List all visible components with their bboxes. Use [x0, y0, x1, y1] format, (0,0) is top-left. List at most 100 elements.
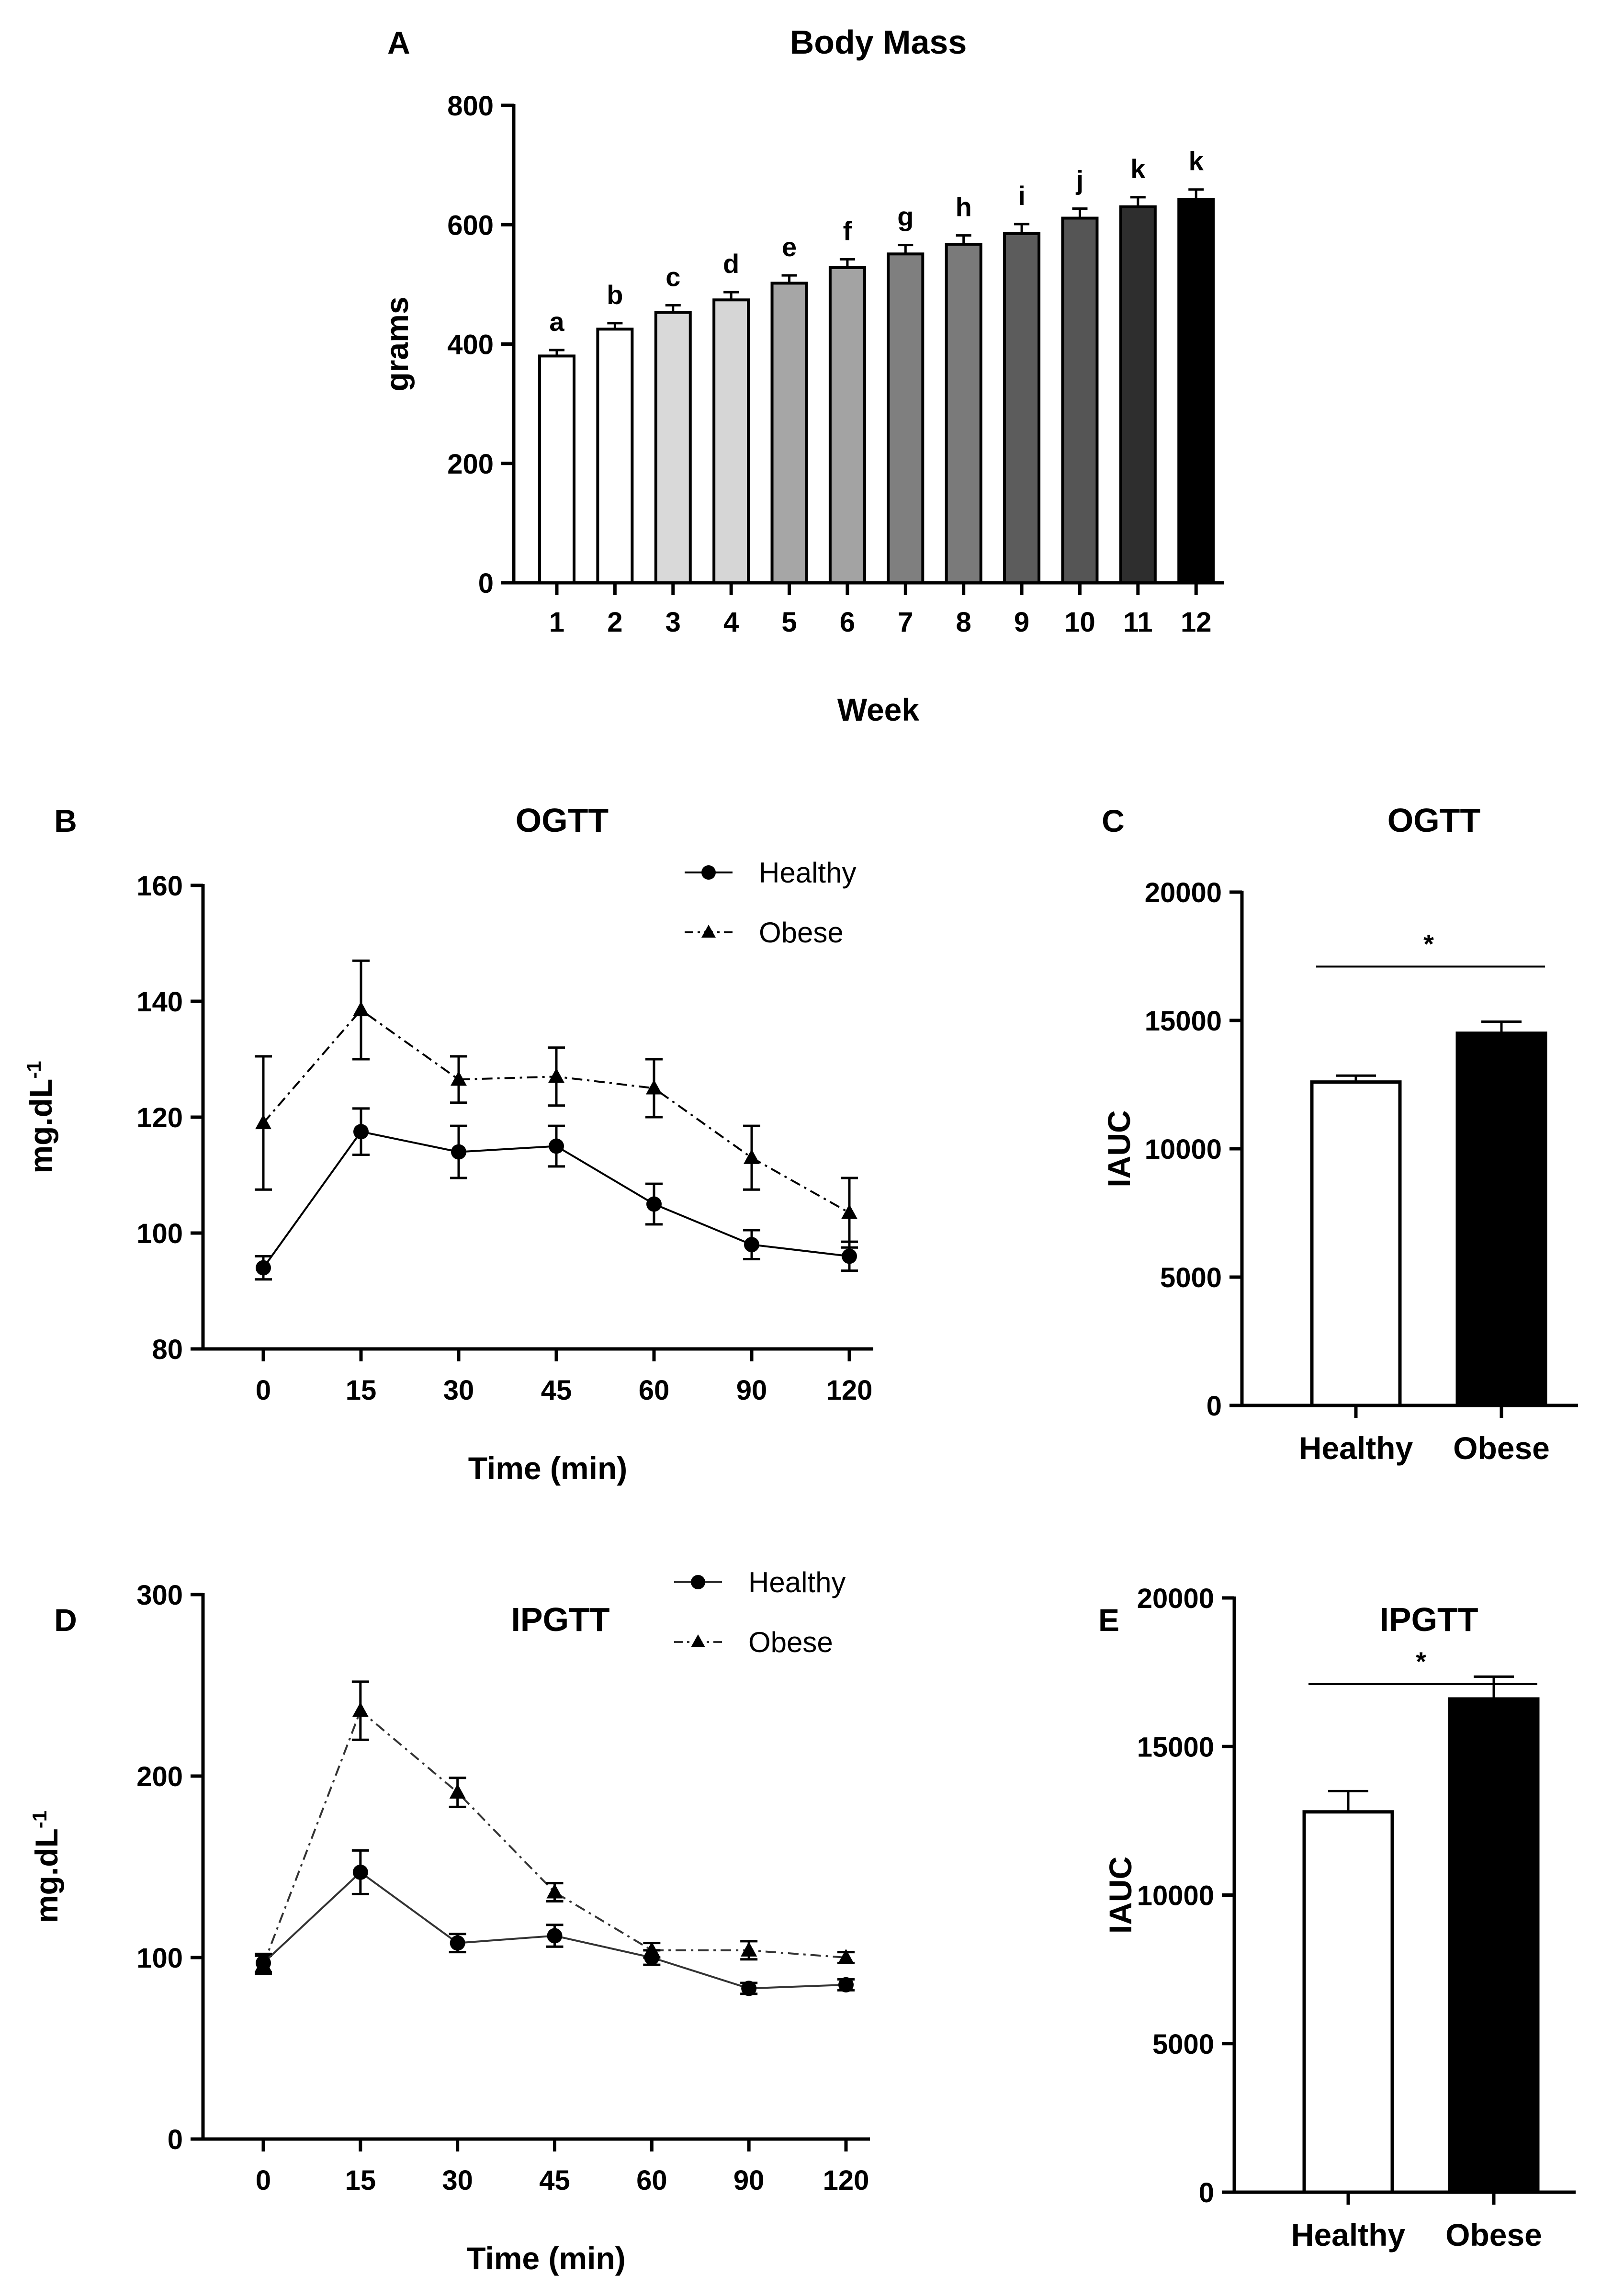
- x-tick-label: 120: [823, 2165, 869, 2196]
- significance-star: *: [1416, 1646, 1426, 1676]
- y-tick-label: 120: [136, 1102, 183, 1133]
- chart-title: IPGTT: [511, 1601, 609, 1638]
- bar: [945, 243, 982, 585]
- y-tick-label: 100: [136, 1943, 183, 1974]
- bar: [1061, 216, 1099, 584]
- panel-letter: C: [1102, 803, 1125, 838]
- bar-obese: [1448, 1697, 1540, 2194]
- data-point-healthy: [547, 1928, 563, 1944]
- y-tick-label: 0: [1207, 1391, 1222, 1422]
- data-point-obese: [841, 1204, 857, 1219]
- bar: [1177, 198, 1215, 585]
- significance-letter: i: [1018, 181, 1026, 211]
- chart-title: IPGTT: [1379, 1601, 1478, 1638]
- x-tick-label: 45: [541, 1375, 572, 1406]
- data-point-obese: [646, 1079, 662, 1095]
- significance-letter: c: [665, 261, 680, 292]
- data-point-healthy: [451, 1144, 466, 1160]
- legend-label-obese: Obese: [759, 917, 844, 949]
- y-tick-label: 200: [136, 1761, 183, 1792]
- y-axis-label: IAUC: [1103, 1857, 1138, 1934]
- y-tick-label: 0: [478, 568, 494, 599]
- data-point-obese: [546, 1883, 563, 1899]
- y-tick-label: 5000: [1160, 1262, 1222, 1293]
- y-tick-label: 20000: [1145, 877, 1222, 908]
- x-tick-label: 0: [256, 1375, 271, 1406]
- bar: [887, 252, 925, 584]
- significance-letter: d: [723, 249, 739, 279]
- chart-title: Body Mass: [790, 23, 967, 61]
- data-point-healthy: [744, 1237, 759, 1253]
- chart-title: OGTT: [516, 802, 609, 839]
- y-axis-label: mg.dL-1: [23, 1061, 59, 1173]
- x-tick-label: 4: [723, 607, 739, 638]
- data-point-obese: [741, 1941, 757, 1957]
- x-tick-label: Obese: [1453, 1430, 1550, 1466]
- y-tick-label: 800: [447, 91, 494, 122]
- bar: [828, 266, 866, 584]
- significance-star: *: [1423, 928, 1434, 959]
- panel-d-ipgtt-line-chart: D IPGTT 0 100 200 300 0 15 30 45 60 90 120 Time (min)…: [28, 1566, 870, 2276]
- x-tick-label: 3: [665, 607, 681, 638]
- bar: [596, 328, 634, 584]
- y-tick-label: 5000: [1152, 2029, 1214, 2060]
- x-tick-label: 60: [636, 2165, 667, 2196]
- y-tick-label: 400: [447, 329, 494, 361]
- x-tick-label: 90: [736, 1375, 767, 1406]
- data-point-healthy: [256, 1955, 271, 1971]
- data-point-healthy: [353, 1124, 369, 1140]
- x-tick-label: Obese: [1445, 2217, 1542, 2253]
- x-tick-label: 90: [733, 2165, 765, 2196]
- x-tick-label: 6: [840, 607, 855, 638]
- bar: [654, 311, 692, 584]
- significance-letter: j: [1076, 165, 1084, 195]
- significance-letter: k: [1130, 154, 1146, 184]
- y-tick-label: 0: [1199, 2177, 1214, 2208]
- bar: [538, 354, 575, 584]
- y-tick-label: 140: [136, 986, 183, 1018]
- panel-a-body-mass-chart: A Body Mass 0 200 400 600 800 a 1 b 2 c 3 d 4 e 5 f 6 g 7 h 8 i…: [379, 23, 1224, 727]
- data-point-obese: [838, 1949, 854, 1964]
- significance-letter: g: [897, 202, 914, 232]
- legend-marker-circle: [691, 1575, 705, 1589]
- legend-label-obese: Obese: [748, 1626, 833, 1658]
- y-tick-label: 200: [447, 449, 494, 480]
- bar-healthy: [1310, 1080, 1402, 1407]
- data-point-healthy: [741, 1981, 757, 1996]
- x-tick-label: 30: [442, 2165, 473, 2196]
- x-tick-label: 60: [639, 1375, 670, 1406]
- x-tick-label: 5: [781, 607, 797, 638]
- data-point-obese: [449, 1784, 466, 1799]
- significance-letter: f: [843, 216, 852, 246]
- x-tick-label: 2: [607, 607, 622, 638]
- x-tick-label: Healthy: [1291, 2217, 1406, 2253]
- bar-healthy: [1302, 1810, 1394, 2194]
- bar: [712, 298, 750, 584]
- y-tick-label: 600: [447, 210, 494, 241]
- x-tick-label: 0: [256, 2165, 271, 2196]
- significance-letter: b: [607, 280, 623, 310]
- panel-letter: A: [387, 25, 410, 60]
- legend-marker-triangle: [691, 1634, 705, 1647]
- data-point-obese: [548, 1068, 564, 1083]
- data-point-healthy: [842, 1248, 857, 1264]
- legend-marker-circle: [701, 865, 716, 880]
- y-tick-label: 0: [168, 2124, 183, 2155]
- y-tick-label: 100: [136, 1218, 183, 1249]
- panel-letter: E: [1098, 1602, 1119, 1638]
- chart-title: OGTT: [1387, 802, 1480, 839]
- x-tick-label: 12: [1181, 607, 1212, 638]
- y-axis-label-superscript: -1: [28, 1811, 51, 1828]
- x-tick-label: 1: [549, 607, 564, 638]
- significance-letter: k: [1189, 146, 1204, 176]
- x-tick-label: 8: [956, 607, 971, 638]
- panel-c-ogtt-iauc-chart: C OGTT 0 5000 10000 15000 20000 Healthy Obese * IA…: [1101, 802, 1578, 1466]
- legend-label-healthy: Healthy: [748, 1566, 846, 1598]
- data-point-healthy: [644, 1950, 660, 1965]
- x-tick-label: 9: [1014, 607, 1029, 638]
- x-tick-label: 15: [345, 2165, 376, 2196]
- significance-letter: h: [956, 192, 972, 222]
- data-point-obese: [255, 1114, 271, 1130]
- x-tick-label: 15: [346, 1375, 377, 1406]
